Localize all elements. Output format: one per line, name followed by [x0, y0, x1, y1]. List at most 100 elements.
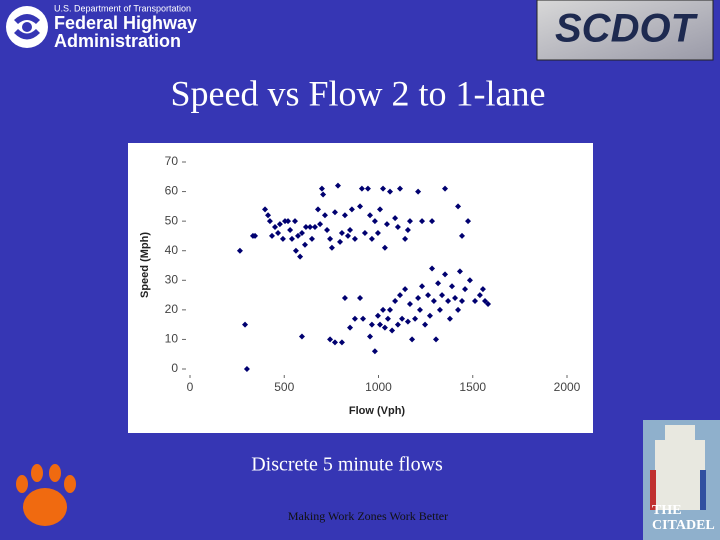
point	[327, 235, 334, 242]
citadel-logo: THE CITADEL	[643, 420, 720, 540]
point	[298, 333, 305, 340]
footer: Making Work Zones Work Better	[288, 509, 448, 523]
plot: 0 10 20 30 40 50 60 70 0 500 1000 1500 2000	[165, 154, 581, 394]
point	[266, 218, 273, 225]
point	[404, 227, 411, 234]
point	[347, 227, 354, 234]
point	[357, 203, 364, 210]
point	[415, 188, 422, 195]
y-tick-label: 10	[165, 332, 179, 346]
point	[380, 185, 387, 192]
point	[425, 292, 432, 299]
y-tick-label: 30	[165, 272, 179, 286]
point	[449, 283, 456, 290]
point	[279, 235, 286, 242]
point	[419, 218, 426, 225]
point	[292, 247, 299, 254]
point	[348, 206, 355, 213]
point	[442, 271, 449, 278]
point	[358, 185, 365, 192]
point	[337, 238, 344, 245]
point	[485, 300, 492, 307]
point	[321, 212, 328, 219]
point	[317, 221, 324, 228]
fhwa-dept: U.S. Department of Transportation	[54, 3, 191, 13]
point	[452, 295, 459, 302]
point	[432, 336, 439, 343]
point	[361, 229, 368, 236]
point	[311, 224, 318, 231]
point	[341, 212, 348, 219]
point	[386, 188, 393, 195]
point	[394, 224, 401, 231]
point	[308, 235, 315, 242]
point	[371, 348, 378, 355]
point	[402, 235, 409, 242]
point	[334, 182, 341, 189]
point	[381, 244, 388, 251]
point	[357, 295, 364, 302]
chart-area	[128, 143, 593, 433]
point	[381, 324, 388, 331]
point	[422, 321, 429, 328]
point	[367, 212, 374, 219]
point	[243, 366, 250, 372]
scdot-text: SCDOT	[555, 7, 699, 51]
point	[298, 229, 305, 236]
point	[402, 286, 409, 293]
point	[282, 218, 289, 225]
point	[459, 232, 466, 239]
y-tick-label: 40	[165, 243, 179, 257]
point	[327, 336, 334, 343]
point	[302, 224, 309, 231]
x-tick-label: 2000	[554, 380, 581, 394]
point	[466, 277, 473, 284]
point	[338, 229, 345, 236]
point	[368, 235, 375, 242]
point	[265, 212, 272, 219]
slide-title: Speed vs Flow 2 to 1-lane	[171, 73, 546, 113]
point	[396, 185, 403, 192]
point	[351, 315, 358, 322]
point	[347, 324, 354, 331]
point	[419, 283, 426, 290]
point	[455, 306, 462, 313]
point	[276, 221, 283, 228]
point	[374, 312, 381, 319]
point	[314, 206, 321, 213]
point	[396, 292, 403, 299]
fhwa-name: Administration	[54, 31, 181, 51]
point	[331, 339, 338, 346]
y-tick-label: 50	[165, 213, 179, 227]
point	[416, 306, 423, 313]
point	[324, 227, 331, 234]
point	[392, 297, 399, 304]
point	[455, 203, 462, 210]
point	[351, 235, 358, 242]
point	[360, 315, 367, 322]
point	[268, 232, 275, 239]
point	[412, 315, 419, 322]
x-tick-label: 0	[187, 380, 194, 394]
point	[262, 206, 269, 213]
x-tick-label: 1500	[459, 380, 486, 394]
point	[252, 232, 259, 239]
point	[236, 247, 243, 254]
point	[368, 321, 375, 328]
point	[374, 229, 381, 236]
caption: Discrete 5 minute flows	[251, 454, 443, 476]
point	[429, 265, 436, 272]
point	[404, 318, 411, 325]
point	[459, 297, 466, 304]
point	[291, 218, 298, 225]
point	[288, 235, 295, 242]
point	[392, 215, 399, 222]
point	[399, 315, 406, 322]
point	[472, 297, 479, 304]
point	[380, 306, 387, 313]
point	[285, 218, 292, 225]
point	[394, 321, 401, 328]
x-tick-label: 1000	[365, 380, 392, 394]
point	[442, 185, 449, 192]
